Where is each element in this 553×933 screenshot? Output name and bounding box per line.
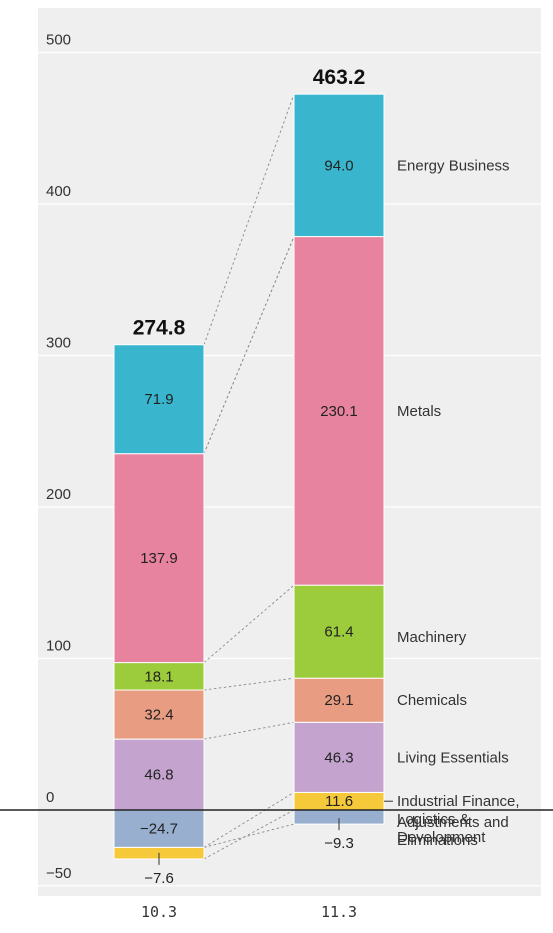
legend-label-adjustments-and-eliminations: Adjustments and [397, 814, 509, 831]
connector-line [203, 823, 295, 848]
value-label: −7.6 [144, 870, 174, 887]
bar-segment-metals[interactable] [293, 236, 385, 586]
total-label: 463.2 [313, 66, 366, 89]
value-label: 61.4 [324, 624, 353, 641]
bar-segment-living-essentials[interactable] [293, 721, 385, 793]
value-label: 46.8 [144, 767, 173, 784]
legend-label-adjustments-and-eliminations: Eliminations [397, 832, 478, 849]
value-label: 32.4 [144, 707, 173, 724]
bar-segment-chemicals[interactable] [293, 677, 385, 723]
value-label: 46.3 [324, 749, 353, 766]
legend-label-living-essentials: Living Essentials [397, 749, 509, 766]
value-label: 18.1 [144, 668, 173, 685]
bar-segment-living-essentials[interactable] [113, 738, 205, 811]
y-tick-label: 0 [46, 789, 54, 806]
legend-label-chemicals: Chemicals [397, 692, 467, 709]
bar-segment-metals[interactable] [113, 453, 205, 664]
y-tick-label: 200 [46, 486, 71, 503]
y-tick-label: 100 [46, 638, 71, 655]
legend-label-metals: Metals [397, 403, 441, 420]
value-label: 94.0 [324, 157, 353, 174]
bar-segment-adjustments-and-eliminations[interactable] [113, 809, 205, 848]
connector-line [203, 721, 295, 740]
value-label: 29.1 [324, 692, 353, 709]
y-tick-label: 500 [46, 32, 71, 49]
connector-line [203, 809, 295, 860]
legend-label-energy-business: Energy Business [397, 157, 510, 174]
bar-segment-energy-business[interactable] [113, 344, 205, 455]
total-label: 274.8 [133, 317, 186, 340]
bar-segment-energy-business[interactable] [293, 93, 385, 238]
connector-line [203, 236, 295, 454]
y-tick-label: −50 [46, 865, 71, 882]
bar-segment-chemicals[interactable] [113, 689, 205, 740]
x-category-label: 10.3 [141, 903, 177, 921]
legend-label-industrial-finance-logistics-development: Logistics & [397, 811, 470, 828]
connector-line [203, 677, 295, 691]
legend-label-industrial-finance-logistics-development: Industrial Finance, [397, 793, 520, 810]
bar-segment-machinery[interactable] [113, 662, 205, 691]
legend-label-industrial-finance-logistics-development: Development [397, 829, 486, 846]
value-label: 137.9 [140, 550, 178, 567]
connector-line [203, 94, 295, 345]
x-category-label: 11.3 [321, 903, 357, 921]
y-tick-label: 300 [46, 335, 71, 352]
value-label: 11.6 [325, 793, 353, 810]
legend-label-machinery: Machinery [397, 629, 467, 646]
y-tick-label: 400 [46, 183, 71, 200]
value-label: −9.3 [324, 835, 354, 852]
value-label: 71.9 [144, 391, 173, 408]
value-label: 230.1 [320, 403, 358, 420]
value-label: −24.7 [140, 821, 178, 838]
